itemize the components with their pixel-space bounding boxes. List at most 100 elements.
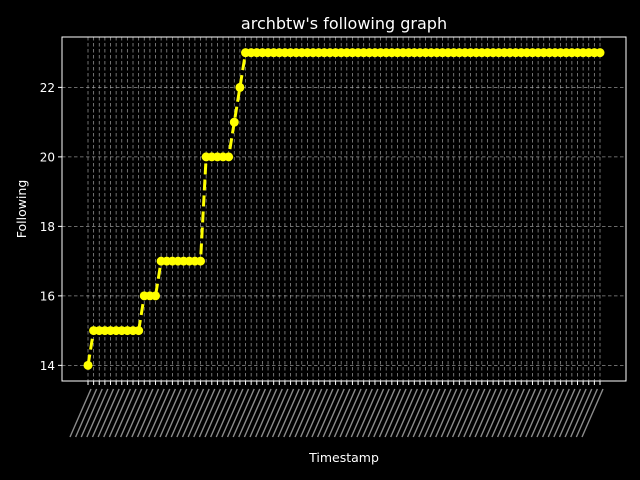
x-tick-label-mark (395, 388, 418, 438)
x-tick-label-mark (300, 388, 323, 438)
x-tick-label-mark (176, 388, 199, 438)
y-axis-label: Following (14, 180, 29, 239)
x-axis-ticks (69, 381, 604, 438)
x-tick-label-mark (328, 388, 351, 438)
x-tick-label-mark (418, 388, 441, 438)
x-tick-label-mark (215, 388, 238, 438)
data-point (229, 117, 239, 127)
x-axis-label: Timestamp (308, 450, 379, 465)
x-tick-label-mark (361, 388, 385, 438)
x-tick-label-mark (401, 388, 424, 438)
x-tick-label-mark (435, 388, 458, 438)
x-tick-label-mark (558, 388, 582, 438)
x-tick-label-mark (480, 388, 503, 438)
x-tick-label-mark (468, 388, 492, 438)
data-point (595, 48, 605, 58)
x-tick-label-mark (536, 388, 559, 438)
x-tick-label-mark (446, 388, 469, 438)
x-tick-label-mark (277, 388, 300, 438)
x-tick-label-mark (378, 388, 402, 438)
x-tick-label-mark (474, 388, 497, 438)
x-tick-label-mark (339, 388, 362, 438)
x-tick-label-mark (255, 388, 278, 438)
x-tick-label-mark (131, 388, 154, 438)
plot-frame (61, 36, 627, 382)
x-tick-label-mark (283, 388, 306, 438)
x-tick-label-mark (581, 388, 604, 438)
series-following (83, 48, 605, 370)
y-axis-ticks: 14 16 18 20 22 (40, 81, 62, 373)
x-tick-label-mark (153, 388, 177, 438)
x-tick-label-mark (451, 388, 475, 438)
x-tick-label-mark (119, 388, 143, 438)
x-tick-label-mark (198, 388, 222, 438)
x-tick-label-mark (406, 388, 430, 438)
x-tick-label-mark (221, 388, 244, 438)
data-point (235, 82, 245, 92)
x-tick-label-mark (412, 388, 435, 438)
x-tick-label-mark (159, 388, 182, 438)
x-tick-label-mark (136, 388, 160, 438)
x-tick-label-mark (457, 388, 480, 438)
x-tick-label-mark (491, 388, 514, 438)
x-tick-label-mark (210, 388, 233, 438)
x-tick-label-mark (423, 388, 447, 438)
x-tick-label-mark (519, 388, 542, 438)
x-tick-label-mark (373, 388, 396, 438)
x-tick-label-mark (367, 388, 390, 438)
x-tick-label-mark (114, 388, 137, 438)
x-tick-label-mark (74, 388, 98, 438)
x-tick-label-mark (384, 388, 407, 438)
x-tick-label-mark (502, 388, 525, 438)
chart-title: archbtw's following graph (241, 14, 447, 33)
x-tick-label-mark (513, 388, 537, 438)
x-tick-label-mark (541, 388, 565, 438)
data-point (83, 360, 93, 370)
x-tick-label-mark (485, 388, 508, 438)
x-tick-label-mark (108, 388, 132, 438)
x-tick-label-mark (311, 388, 334, 438)
x-tick-label-mark (553, 388, 576, 438)
x-tick-label-mark (181, 388, 205, 438)
x-tick-label-mark (570, 388, 593, 438)
y-tick-label: 20 (40, 150, 55, 164)
x-tick-label-mark (463, 388, 486, 438)
x-tick-label-mark (86, 388, 109, 438)
x-tick-label-mark (350, 388, 373, 438)
y-tick-label: 18 (40, 220, 55, 234)
x-tick-label-mark (525, 388, 548, 438)
x-tick-label-mark (142, 388, 165, 438)
x-tick-label-mark (530, 388, 554, 438)
x-tick-label-mark (148, 388, 171, 438)
x-tick-label-mark (564, 388, 587, 438)
x-tick-label-mark (508, 388, 531, 438)
x-tick-label-mark (232, 388, 255, 438)
data-point (151, 291, 161, 301)
x-tick-label-mark (294, 388, 317, 438)
x-tick-label-mark (288, 388, 312, 438)
x-tick-label-mark (204, 388, 227, 438)
x-tick-label-mark (170, 388, 193, 438)
x-tick-label-mark (305, 388, 328, 438)
x-tick-label-mark (103, 388, 126, 438)
x-tick-label-mark (226, 388, 250, 438)
x-tick-label-mark (316, 388, 340, 438)
x-tick-label-mark (243, 388, 267, 438)
y-tick-label: 22 (40, 81, 55, 95)
data-point (224, 152, 234, 162)
x-tick-label-mark (69, 388, 92, 438)
x-tick-label-mark (575, 388, 599, 438)
x-tick-label-mark (80, 388, 103, 438)
x-tick-label-mark (322, 388, 345, 438)
x-tick-label-mark (390, 388, 413, 438)
x-tick-label-mark (440, 388, 463, 438)
data-point (134, 326, 144, 336)
x-tick-label-mark (125, 388, 148, 438)
x-tick-label-mark (193, 388, 216, 438)
x-tick-label-mark (496, 388, 520, 438)
x-tick-label-mark (249, 388, 272, 438)
x-tick-label-mark (165, 388, 188, 438)
x-tick-label-mark (271, 388, 295, 438)
x-tick-label-mark (91, 388, 115, 438)
